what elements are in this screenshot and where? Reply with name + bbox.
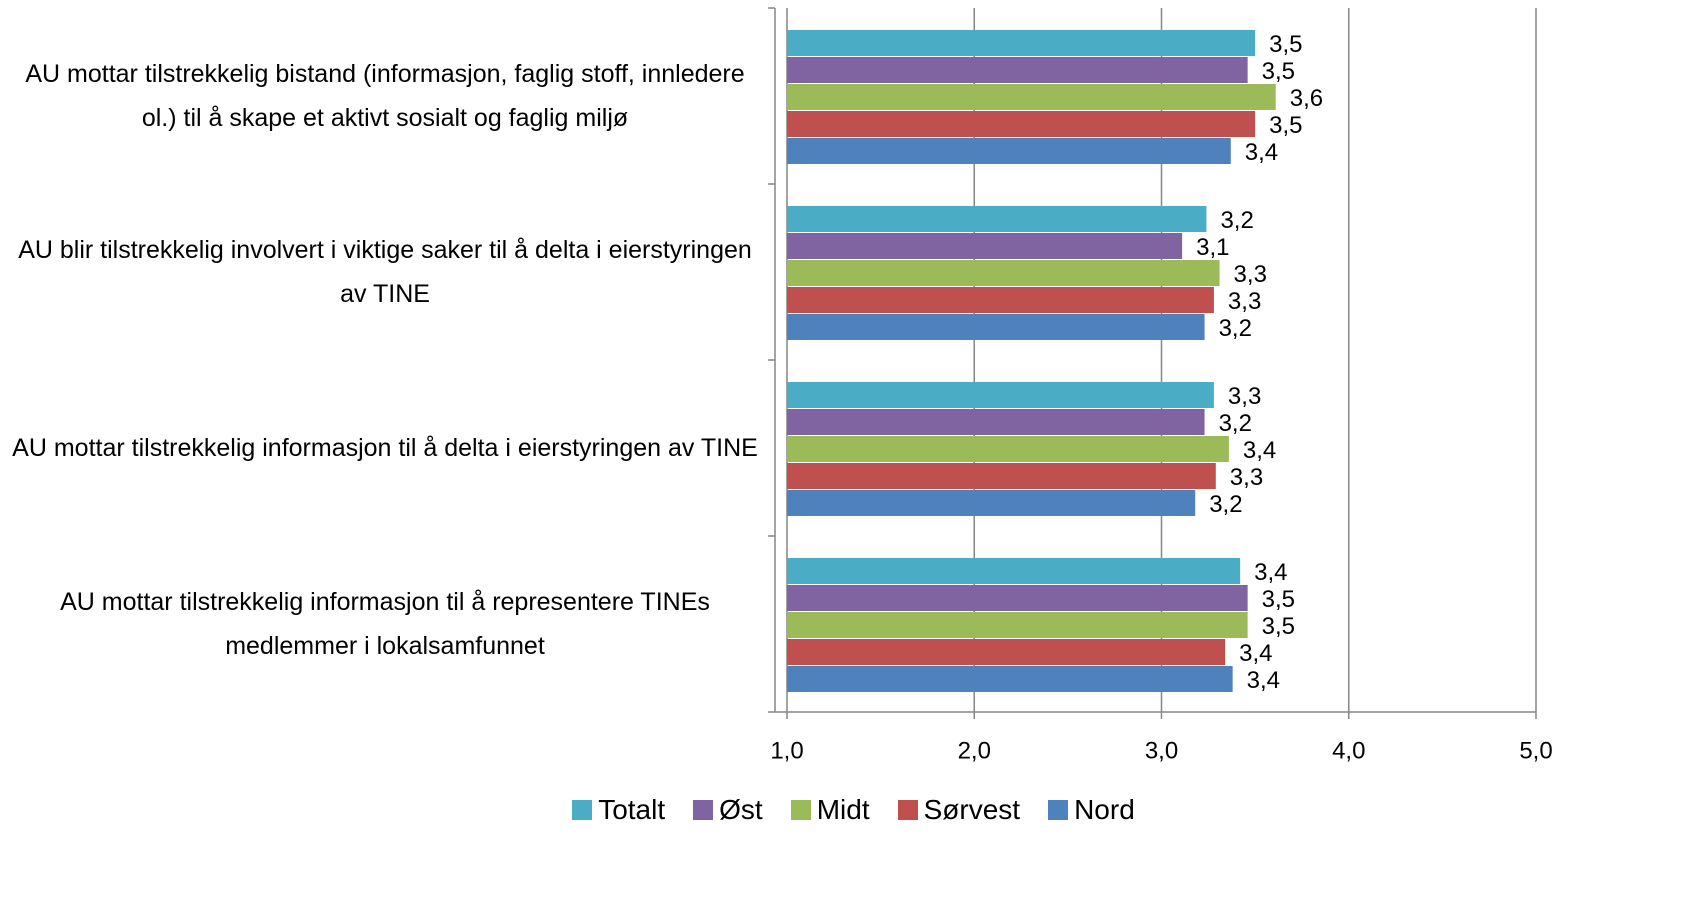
- legend-label: Nord: [1074, 794, 1135, 825]
- legend-item: Midt: [790, 794, 870, 826]
- bar: [787, 612, 1248, 638]
- value-label: 3,6: [1290, 85, 1323, 112]
- x-tick-label: 1,0: [770, 737, 803, 764]
- legend-swatch: [1048, 800, 1069, 820]
- value-label: 3,2: [1209, 491, 1242, 518]
- bar: [787, 233, 1183, 259]
- legend-item: Øst: [693, 794, 763, 826]
- category-label: AU blir tilstrekkelig involvert i viktig…: [18, 236, 752, 308]
- legend-label: Totalt: [598, 794, 666, 825]
- legend-item: Sørvest: [897, 794, 1021, 826]
- legend-label: Midt: [816, 794, 870, 825]
- legend-swatch: [572, 800, 593, 820]
- value-label: 3,1: [1196, 234, 1229, 261]
- x-tick-label: 5,0: [1519, 737, 1552, 764]
- bar: [787, 436, 1229, 462]
- value-label: 3,4: [1254, 559, 1287, 586]
- bar: [787, 666, 1233, 692]
- value-label: 3,5: [1269, 31, 1302, 58]
- category-label: AU mottar tilstrekkelig informasjon til …: [60, 588, 710, 660]
- value-label: 3,4: [1245, 139, 1278, 166]
- x-tick-label: 4,0: [1332, 737, 1365, 764]
- bar: [787, 314, 1205, 340]
- legend-label: Øst: [719, 794, 763, 825]
- bar: [787, 585, 1248, 611]
- value-label: 3,2: [1220, 207, 1253, 234]
- legend-label: Sørvest: [923, 794, 1021, 825]
- bar: [787, 287, 1214, 313]
- bar: [787, 138, 1231, 164]
- bar: [787, 490, 1196, 516]
- x-tick-label: 2,0: [958, 737, 991, 764]
- legend-item: Totalt: [572, 794, 665, 826]
- legend-swatch: [693, 800, 714, 820]
- bar: [787, 206, 1207, 232]
- value-label: 3,4: [1239, 640, 1272, 667]
- x-tick-label: 3,0: [1145, 737, 1178, 764]
- bar: [787, 57, 1248, 83]
- bar: [787, 558, 1241, 584]
- value-label: 3,5: [1262, 58, 1295, 85]
- bar: [787, 639, 1226, 665]
- bar: [787, 30, 1256, 56]
- value-label: 3,3: [1228, 288, 1261, 315]
- bar: [787, 260, 1220, 286]
- legend-swatch: [897, 800, 918, 820]
- category-label: AU mottar tilstrekkelig bistand (informa…: [25, 60, 745, 132]
- legend-item: Nord: [1048, 794, 1135, 826]
- value-label: 3,5: [1262, 586, 1295, 613]
- bar: [787, 111, 1256, 137]
- value-label: 3,2: [1219, 315, 1252, 342]
- value-label: 3,5: [1262, 613, 1295, 640]
- value-label: 3,3: [1228, 383, 1261, 410]
- value-label: 3,4: [1247, 667, 1280, 694]
- legend-swatch: [790, 800, 811, 820]
- category-label: AU mottar tilstrekkelig informasjon til …: [12, 434, 758, 462]
- value-label: 3,2: [1219, 410, 1252, 437]
- bar: [787, 409, 1205, 435]
- value-label: 3,4: [1243, 437, 1276, 464]
- bar: [787, 84, 1276, 110]
- value-label: 3,3: [1230, 464, 1263, 491]
- value-label: 3,5: [1269, 112, 1302, 139]
- value-label: 3,3: [1234, 261, 1267, 288]
- bar: [787, 463, 1216, 489]
- legend: Totalt Øst Midt Sørvest Nord: [0, 788, 1707, 832]
- bar: [787, 382, 1214, 408]
